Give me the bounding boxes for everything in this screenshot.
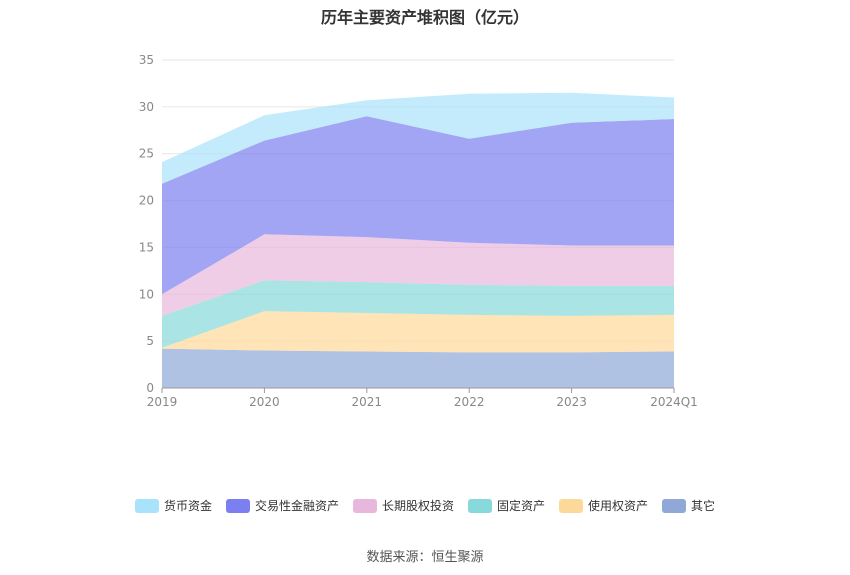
y-tick-label: 35 bbox=[139, 53, 154, 67]
legend-label: 固定资产 bbox=[497, 498, 545, 513]
area-固定资产 bbox=[162, 280, 674, 348]
legend-item-货币资金[interactable]: 货币资金 bbox=[135, 498, 212, 513]
area-长期股权投资 bbox=[162, 234, 674, 316]
y-tick-label: 0 bbox=[146, 381, 154, 395]
area-货币资金 bbox=[162, 92, 674, 184]
legend-item-长期股权投资[interactable]: 长期股权投资 bbox=[353, 498, 454, 513]
legend-label: 长期股权投资 bbox=[382, 498, 454, 513]
legend-item-固定资产[interactable]: 固定资产 bbox=[468, 498, 545, 513]
x-tick-label: 2019 bbox=[147, 395, 178, 409]
legend-item-其它[interactable]: 其它 bbox=[662, 498, 715, 513]
axes: 0 5 10 15 20 25 30 35 2019 2020 2021 2022 2023 2024Q1 bbox=[139, 53, 698, 409]
y-tick-label: 5 bbox=[146, 334, 154, 348]
legend-swatch bbox=[662, 499, 686, 513]
legend-swatch bbox=[135, 499, 159, 513]
y-tick-label: 25 bbox=[139, 147, 154, 161]
y-tick-label: 10 bbox=[139, 287, 154, 301]
legend-item-使用权资产[interactable]: 使用权资产 bbox=[559, 498, 648, 513]
area-series bbox=[162, 92, 674, 388]
x-tick-label: 2022 bbox=[454, 395, 485, 409]
chart-title: 历年主要资产堆积图（亿元） bbox=[320, 8, 529, 27]
y-tick-label: 30 bbox=[139, 100, 154, 114]
legend-swatch bbox=[468, 499, 492, 513]
x-tick-label: 2021 bbox=[352, 395, 383, 409]
legend-swatch bbox=[353, 499, 377, 513]
source-note: 数据来源：恒生聚源 bbox=[366, 550, 484, 565]
legend-swatch bbox=[226, 499, 250, 513]
legend-item-交易性金融资产[interactable]: 交易性金融资产 bbox=[226, 498, 339, 513]
legend-label: 其它 bbox=[691, 498, 715, 513]
x-tick-label: 2024Q1 bbox=[650, 395, 698, 409]
x-tick-label: 2020 bbox=[249, 395, 280, 409]
y-tick-label: 15 bbox=[139, 240, 154, 254]
area-使用权资产 bbox=[162, 311, 674, 353]
legend[interactable]: 货币资金 交易性金融资产 长期股权投资 固定资产 使用权资产 其它 bbox=[135, 498, 715, 513]
x-tick-label: 2023 bbox=[556, 395, 587, 409]
area-其它 bbox=[162, 348, 674, 388]
legend-label: 货币资金 bbox=[164, 498, 212, 513]
legend-swatch bbox=[559, 499, 583, 513]
y-tick-label: 20 bbox=[139, 194, 154, 208]
legend-label: 使用权资产 bbox=[588, 498, 648, 513]
area-交易性金融资产 bbox=[162, 116, 674, 295]
legend-label: 交易性金融资产 bbox=[255, 498, 339, 513]
